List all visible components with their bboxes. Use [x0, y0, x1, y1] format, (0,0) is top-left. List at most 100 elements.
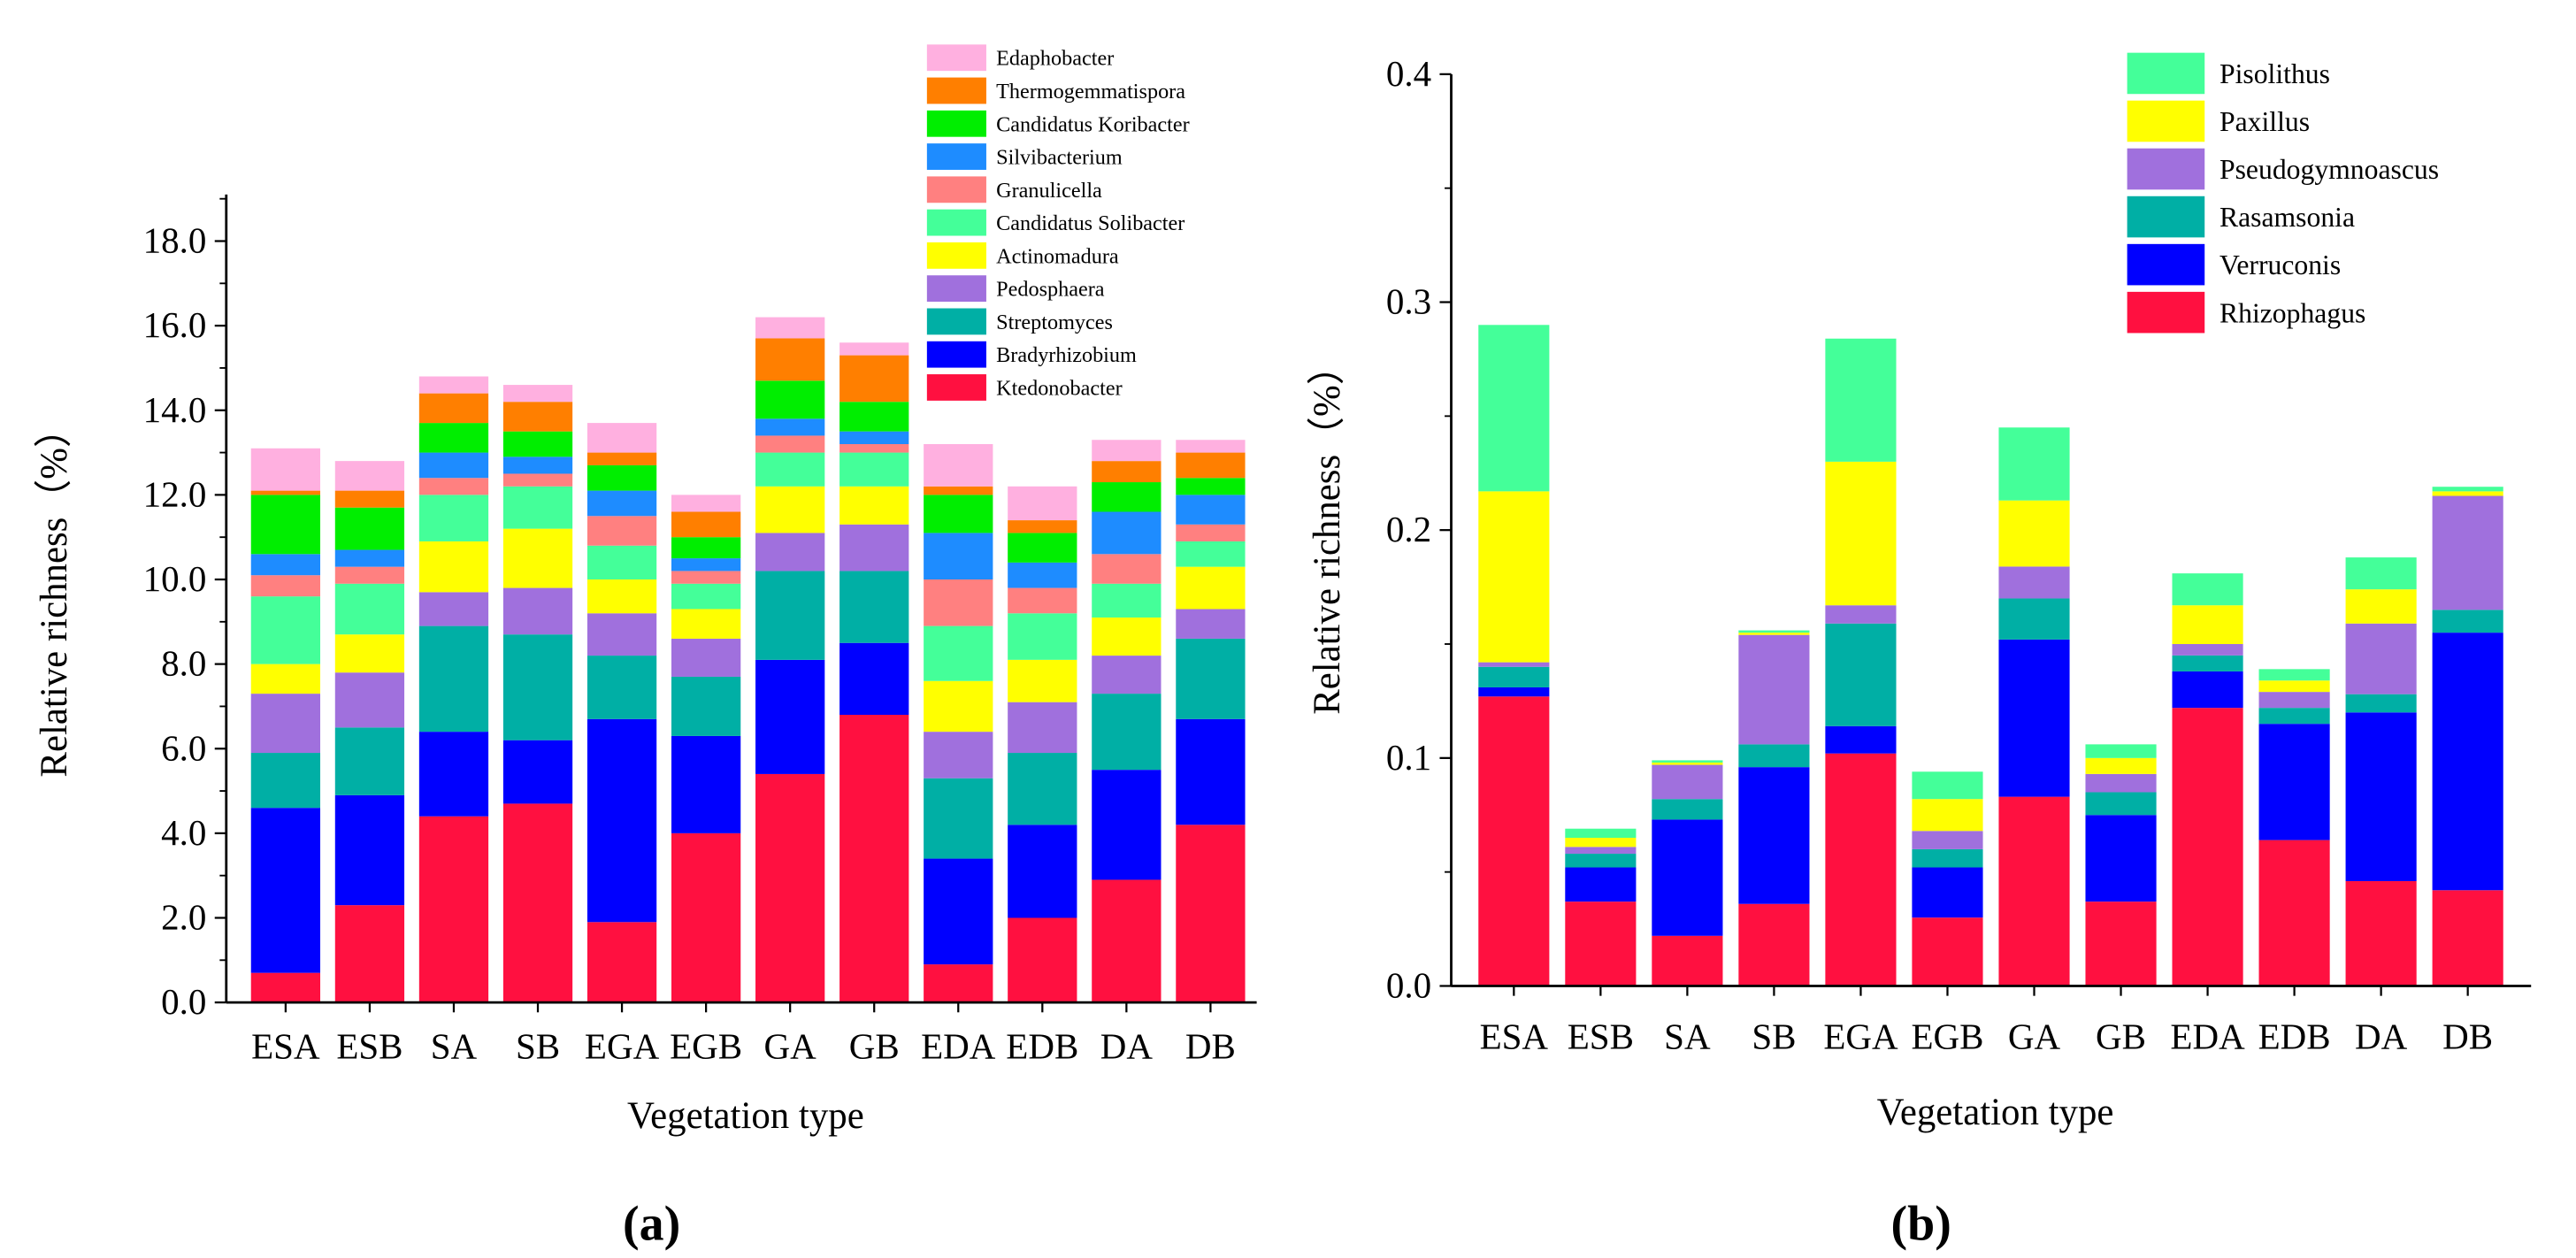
- legend-label: Candidatus Koribacter: [996, 112, 1190, 136]
- bar-segment-GB-paxillus: [2085, 757, 2157, 774]
- bar-segment-SB-edaphobacter: [502, 385, 573, 403]
- bar-segment-ESB-granulicella: [334, 566, 405, 584]
- bar-segment-SB-candidatus-solibacter: [502, 486, 573, 529]
- bar-segment-DA-candidatus-solibacter: [1092, 583, 1162, 618]
- x-axis-label: Vegetation type: [1877, 1092, 2114, 1133]
- bar-segment-ESB-pisolithus: [1565, 828, 1637, 839]
- bar-segment-ESA-rasamsonia: [1478, 666, 1550, 687]
- x-axis-label: Vegetation type: [627, 1095, 864, 1137]
- bar-segment-SA-candidatus-solibacter: [418, 495, 489, 541]
- bar-segment-GB-rasamsonia: [2085, 792, 2157, 816]
- legend-swatch: [2127, 100, 2205, 142]
- bar-segment-GA-pedosphaera: [755, 533, 825, 571]
- bar-segment-GB-pedosphaera: [840, 524, 909, 571]
- bar-segment-EGA-verruconis: [1825, 725, 1897, 754]
- bar-segment-EGB-candidatus-koribacter: [671, 537, 741, 559]
- bar-segment-EGB-streptomyces: [671, 676, 741, 736]
- bar-segment-ESB-thermogemmatispora: [334, 490, 405, 508]
- bar-segment-SA-pedosphaera: [418, 592, 489, 626]
- bar-segment-SB-pedosphaera: [502, 587, 573, 635]
- bar-segment-SB-silvibacterium: [502, 456, 573, 474]
- bar-segment-EDB-streptomyces: [1008, 753, 1077, 825]
- bar-segment-GB-granulicella: [840, 444, 909, 453]
- bar-segment-GB-verruconis: [2085, 815, 2157, 902]
- bar-segment-EDB-silvibacterium: [1008, 562, 1077, 588]
- x-tick-label: SA: [431, 1025, 478, 1066]
- bar-segment-GB-pisolithus: [2085, 744, 2157, 758]
- bar-segment-EGA-bradyrhizobium: [586, 718, 657, 923]
- bar-segment-GB-candidatus-solibacter: [840, 452, 909, 487]
- x-tick-label: SA: [1664, 1016, 1711, 1056]
- bar-segment-SB-thermogemmatispora: [502, 402, 573, 432]
- legend-label: Silvibacterium: [996, 146, 1123, 170]
- bar-segment-EGA-rasamsonia: [1825, 623, 1897, 726]
- legend-label: Granulicella: [996, 179, 1102, 203]
- bar-segment-SB-granulicella: [502, 473, 573, 487]
- bar-segment-EGB-rasamsonia: [1912, 848, 1983, 868]
- bar-segment-SB-pseudogymnoascus: [1738, 634, 1810, 745]
- legend-label: Pisolithus: [2220, 58, 2330, 89]
- bar-segment-EGA-streptomyces: [586, 656, 657, 719]
- bar-segment-EGA-pisolithus: [1825, 338, 1897, 462]
- legend-label: Rhizophagus: [2220, 297, 2365, 328]
- bar-segment-DB-edaphobacter: [1176, 440, 1246, 453]
- bar-segment-SA-streptomyces: [418, 625, 489, 733]
- bar-segment-DA-actinomadura: [1092, 617, 1162, 656]
- bar-segment-GA-bradyrhizobium: [755, 659, 825, 774]
- bar-segment-ESA-granulicella: [250, 575, 321, 597]
- y-tick-label: 0.0: [1386, 965, 1431, 1006]
- bar-segment-DA-candidatus-koribacter: [1092, 482, 1162, 512]
- bar-segment-EDA-ktedonobacter: [924, 964, 993, 1003]
- legend-label: Edaphobacter: [996, 47, 1114, 71]
- bar-segment-ESB-edaphobacter: [334, 461, 405, 491]
- bar-segment-SB-rasamsonia: [1738, 744, 1810, 768]
- bar-segment-DB-pseudogymnoascus: [2432, 495, 2503, 610]
- bar-segment-EGA-actinomadura: [586, 579, 657, 614]
- bar-segment-DA-streptomyces: [1092, 694, 1162, 771]
- bar-segment-GB-edaphobacter: [840, 342, 909, 356]
- bar-segment-SB-verruconis: [1738, 767, 1810, 904]
- bar-segment-DB-granulicella: [1176, 524, 1246, 541]
- bar-segment-SA-granulicella: [418, 478, 489, 495]
- bar-segment-DA-granulicella: [1092, 554, 1162, 584]
- bar-segment-EDA-candidatus-koribacter: [924, 495, 993, 533]
- bar-segment-DA-pedosphaera: [1092, 656, 1162, 694]
- bar-segment-DB-verruconis: [2432, 633, 2503, 891]
- x-tick-label: EDA: [2170, 1016, 2245, 1056]
- bar-segment-DB-thermogemmatispora: [1176, 452, 1246, 479]
- bar-segment-SA-verruconis: [1652, 819, 1723, 936]
- bar-segment-EGA-rhizophagus: [1825, 753, 1897, 986]
- x-tick-label: SB: [1752, 1016, 1796, 1056]
- bar-segment-EDB-candidatus-solibacter: [1008, 613, 1077, 660]
- y-axis-label: Relative richness（%）: [34, 410, 75, 777]
- y-tick-label: 0.2: [1386, 509, 1431, 549]
- y-tick-label: 8.0: [161, 643, 206, 684]
- x-tick-label: DA: [2355, 1016, 2408, 1056]
- bar-segment-SA-silvibacterium: [418, 452, 489, 479]
- legend-swatch: [2127, 52, 2205, 95]
- bar-segment-EDB-actinomadura: [1008, 659, 1077, 702]
- legend-swatch: [926, 341, 986, 368]
- bar-segment-DA-verruconis: [2345, 712, 2417, 881]
- bar-segment-SA-rhizophagus: [1652, 935, 1723, 986]
- bar-segment-SB-streptomyces: [502, 634, 573, 740]
- legend-label: Ktedonobacter: [996, 376, 1123, 400]
- bar-segment-ESA-rhizophagus: [1478, 696, 1550, 986]
- bar-segment-GB-actinomadura: [840, 486, 909, 525]
- legend-swatch: [926, 44, 986, 72]
- bar-segment-ESA-paxillus: [1478, 491, 1550, 663]
- legend-label: Pedosphaera: [996, 278, 1105, 302]
- bar-segment-EDA-rhizophagus: [2172, 708, 2243, 986]
- legend-label: Candidatus Solibacter: [996, 211, 1184, 235]
- bar-segment-EDA-pseudogymnoascus: [2172, 644, 2243, 656]
- bar-segment-EDB-granulicella: [1008, 587, 1077, 614]
- legend-swatch: [926, 275, 986, 303]
- bar-segment-EGB-candidatus-solibacter: [671, 583, 741, 610]
- x-tick-label: SB: [516, 1025, 560, 1066]
- legend-swatch: [926, 308, 986, 335]
- bar-segment-ESB-pedosphaera: [334, 672, 405, 728]
- legend-label: Verruconis: [2220, 249, 2341, 280]
- bar-segment-EGB-paxillus: [1912, 799, 1983, 832]
- bar-segment-ESB-candidatus-koribacter: [334, 507, 405, 550]
- bar-segment-EGB-verruconis: [1912, 867, 1983, 918]
